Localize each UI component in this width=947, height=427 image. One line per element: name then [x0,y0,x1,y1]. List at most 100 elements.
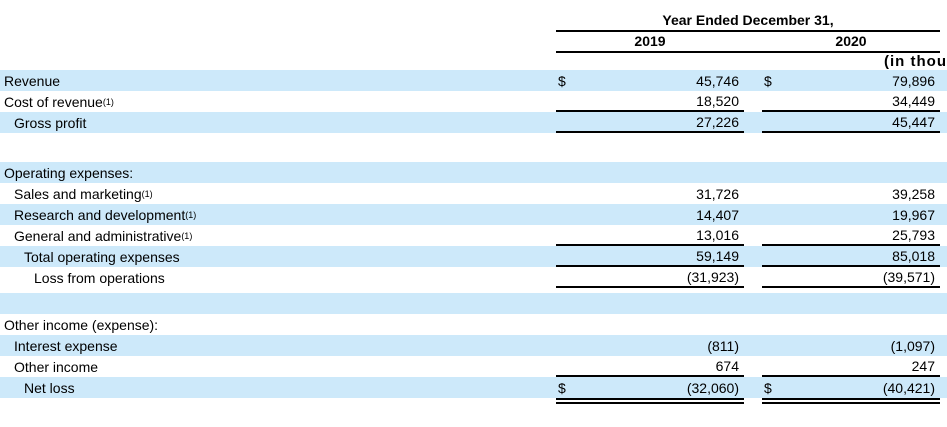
right-margin [940,377,947,398]
value-2020-cell: $ (40,421) [762,377,940,398]
value-2020-cell: 25,793 [762,225,940,246]
column-gap [744,204,762,225]
value-2020: 39,258 [892,185,935,202]
years-underline: 2019 2020 [556,32,940,53]
row-label: General and administrative (1) [14,227,193,244]
value-2020: 79,896 [892,72,935,89]
right-margin [940,356,947,377]
value-2019: 27,226 [696,113,739,130]
value-2019-cell: (811) [556,335,744,356]
column-gap [744,267,762,288]
row-label-text: Other income (expense): [4,316,159,333]
row-label-text: Research and development [14,206,186,223]
column-gap [744,398,762,405]
value-2019: 13,016 [696,226,739,243]
value-2019: 674 [715,357,739,374]
row-label-text: Net loss [24,379,75,396]
dollar-sign: $ [558,379,566,396]
row-label: Loss from operations [0,267,556,288]
dollar-sign: $ [764,72,772,89]
double-underline-2020 [762,398,940,405]
row-label: Gross profit [0,112,556,133]
spacer-row [0,293,947,314]
value-2019: (31,923) [686,268,739,285]
right-margin [940,91,947,112]
row-label-text: Loss from operations [34,269,165,286]
dollar-sign: $ [558,72,566,89]
units-note: (in thou [884,53,947,70]
column-gap [744,335,762,356]
table-row: Research and development (1) 14,407 19,967 [0,204,947,225]
row-label: Research and development (1) [14,206,197,223]
value-2019: (32,060) [686,379,739,396]
value-2019-cell: 27,226 [556,112,744,133]
table-row: Revenue $45,746 $79,896 [0,70,947,91]
value-2019-cell [556,162,744,183]
row-label-text: Interest expense [14,337,118,354]
period-header-underline: Year Ended December 31, [556,12,940,32]
row-label-text: Revenue [4,72,61,89]
table-row: Sales and marketing (1) 31,726 39,258 [0,183,947,204]
right-margin [940,70,947,91]
table-row: Net loss $ (32,060) $ (40,421) [0,377,947,398]
table-row: Other income (expense): [0,314,947,335]
right-margin [940,398,947,405]
column-gap [744,112,762,133]
value-2019-cell: (31,923) [556,267,744,288]
column-header-2020: 2020 [835,33,867,49]
column-gap [744,225,762,246]
row-label: Revenue [0,70,556,91]
value-2019-cell: 14,407 [556,204,744,225]
row-label: Total operating expenses [0,246,556,267]
right-margin [940,246,947,267]
value-2020-cell: 39,258 [762,183,940,204]
period-header: Year Ended December 31, [662,12,834,28]
double-underline-2019 [556,398,744,405]
table-row: Other income 674 247 [0,356,947,377]
value-2020-cell [762,162,940,183]
right-margin [940,225,947,246]
row-label-text: Sales and marketing [14,185,142,202]
value-2020-cell: 45,447 [762,112,940,133]
right-margin [940,183,947,204]
table-row: Loss from operations (31,923) (39,571) [0,267,947,288]
value-2019-cell: 674 [556,356,744,377]
table-body: Revenue $45,746 $79,896 Cost of revenue (1) 1… [0,70,947,405]
column-gap [744,377,762,398]
value-2019-cell: 13,016 [556,225,744,246]
row-label: Operating expenses: [0,162,556,183]
row-label-text: Cost of revenue [4,93,103,110]
row-label: Cost of revenue (1) [4,93,114,110]
value-2020-cell: (1,097) [762,335,940,356]
column-gap [744,91,762,112]
table-row: Operating expenses: [0,162,947,183]
header-label-spacer [0,12,556,32]
value-2020: 25,793 [892,226,935,243]
value-2020: (40,421) [882,379,935,396]
value-2020: 85,018 [892,247,935,264]
spacer-row [0,133,947,162]
row-label: Other income [0,356,556,377]
value-2020: 247 [911,357,935,374]
row-label: Sales and marketing (1) [14,185,153,202]
row-label-text: Gross profit [14,114,87,131]
value-2020: (39,571) [882,268,935,285]
value-2020-cell [762,314,940,335]
double-rule-row [0,398,947,405]
value-2020: 19,967 [892,206,935,223]
row-label-text: Other income [14,358,99,375]
right-margin [940,12,947,32]
column-gap [744,70,762,91]
column-gap [744,314,762,335]
value-2019-cell: 59,149 [556,246,744,267]
right-margin [940,204,947,225]
value-2020: 45,447 [892,113,935,130]
value-2019-cell: 31,726 [556,183,744,204]
right-margin [940,335,947,356]
row-label: Net loss [0,377,556,398]
row-label-text: General and administrative [14,227,182,244]
column-gap [744,162,762,183]
header-years-row: 2019 2020 [0,32,947,53]
value-2020-cell: 85,018 [762,246,940,267]
